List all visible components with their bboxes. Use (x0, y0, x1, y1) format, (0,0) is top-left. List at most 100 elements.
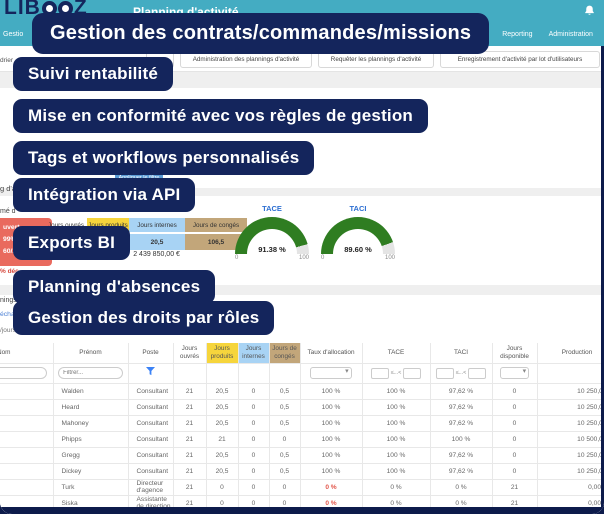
taci-max-input[interactable] (468, 367, 487, 379)
cell-produits: 20,5 (206, 399, 239, 416)
taci-range-filter[interactable]: ≤...< (432, 367, 491, 379)
col-header-jours-produits[interactable]: Jours produits (206, 343, 239, 364)
cell-tace: 100 % (362, 447, 431, 464)
poste-filter-funnel-icon[interactable] (146, 367, 155, 376)
tace-min-input[interactable] (370, 367, 389, 379)
cell-prenom: Mahoney (53, 415, 129, 432)
cell-ouvres: 21 (173, 447, 207, 464)
col-header-prenom[interactable]: Prénom (53, 343, 129, 364)
cell-taux: 100 % (300, 463, 363, 480)
taux-allocation-filter-select[interactable] (310, 367, 352, 379)
tab-calendrier-fragment[interactable]: drier (0, 57, 14, 64)
alert-line-1: uvert (3, 224, 20, 231)
overlay-badge-contrats: Gestion des contrats/commandes/missions (32, 13, 490, 54)
table-row[interactable]: VREZPhippsConsultant212100100 %100 %100 … (0, 431, 604, 448)
col-header-jours-disponible[interactable]: Jours disponible (492, 343, 538, 364)
cell-taux: 100 % (300, 415, 363, 432)
col-header-jours-ouvres[interactable]: Jours ouvrés (173, 343, 207, 364)
cell-produits: 20,5 (206, 383, 239, 400)
overlay-badge-exports-bi: Exports BI (13, 226, 131, 260)
col-header-jours-internes[interactable]: Jours internes (238, 343, 270, 364)
cell-ouvres: 21 (173, 479, 207, 496)
summary-value-conges: 106,5 (185, 234, 247, 250)
cell-taci: 97,62 % (430, 415, 493, 432)
cell-taux: 100 % (300, 447, 363, 464)
cell-poste: Consultant (128, 463, 174, 480)
cell-internes: 0 (238, 431, 270, 448)
cell-production: 10 250,00 (537, 415, 604, 432)
nav-item-reporting[interactable]: Reporting (502, 31, 533, 38)
overlay-badge-conformite: Mise en conformité avec vos règles de ge… (13, 99, 429, 133)
cell-conges: 0,5 (269, 463, 301, 480)
plannings-title-fragment: nings (0, 297, 17, 304)
cell-ouvres: 21 (173, 415, 207, 432)
cell-internes: 0 (238, 415, 270, 432)
cell-produits: 20,5 (206, 447, 239, 464)
cell-prenom: Gregg (53, 447, 129, 464)
cell-conges: 0,5 (269, 383, 301, 400)
cell-prenom: Walden (53, 383, 129, 400)
gauge-taci-title: TACI (349, 204, 367, 213)
download-link-fragment[interactable]: échan (0, 311, 19, 318)
cell-ouvres: 21 (173, 431, 207, 448)
cell-nom: AMS (0, 383, 54, 400)
cell-poste: Consultant (128, 399, 174, 416)
window-frame-right (601, 46, 604, 514)
cell-taci: 97,62 % (430, 463, 493, 480)
notification-bell-icon[interactable] (583, 4, 596, 18)
col-header-tace[interactable]: TACE (362, 343, 431, 364)
col-header-poste[interactable]: Poste (128, 343, 174, 364)
cell-production: 0,00 € (537, 479, 604, 496)
cell-nom: DREWS (0, 463, 54, 480)
alert-line-3: 60/2 (3, 248, 17, 255)
cell-ouvres: 21 (173, 463, 207, 480)
cell-taci: 100 % (430, 431, 493, 448)
col-header-nom[interactable]: Nom (0, 343, 54, 364)
cell-internes: 0 (238, 383, 270, 400)
gauge-tace-max: 100 (298, 255, 309, 261)
cell-conges: 0 (269, 431, 301, 448)
cell-nom: SHIRE (0, 479, 54, 496)
col-header-taux-allocation[interactable]: Taux d'allocation (300, 343, 363, 364)
summary-header-ouvres: Jours ouvrés (47, 221, 85, 229)
gauge-taci: TACI 89.60 % 0 100 (316, 204, 400, 261)
overlay-badge-rentabilite: Suivi rentabilité (13, 57, 173, 91)
nom-filter-input[interactable] (0, 367, 47, 379)
col-header-jours-conges[interactable]: Jours de congés (269, 343, 301, 364)
cell-prenom: Turk (53, 479, 129, 496)
prenom-filter-input[interactable] (58, 367, 123, 379)
cell-prenom: Heard (53, 399, 129, 416)
alert-line-2: 99% (3, 236, 17, 243)
tab-enregistrement-lot[interactable]: Enregistrement d'activité par lot d'util… (440, 51, 600, 68)
summary-title-fragment: mé d (0, 208, 16, 215)
col-header-taci[interactable]: TACI (430, 343, 493, 364)
table-filter-row: ≤...< ≤...< (0, 363, 604, 384)
cell-nom: DERSON (0, 447, 54, 464)
cell-taci: 97,62 % (430, 447, 493, 464)
cell-conges: 0,5 (269, 447, 301, 464)
logo-text-prefix: LIB (4, 0, 41, 19)
tace-range-filter[interactable]: ≤...< (364, 367, 429, 379)
jours-disponible-filter-select[interactable] (499, 367, 530, 379)
cell-ouvres: 21 (173, 399, 207, 416)
cell-internes: 0 (238, 463, 270, 480)
col-header-production[interactable]: Production (537, 343, 604, 364)
cell-poste: Consultant (128, 383, 174, 400)
taci-min-input[interactable] (435, 367, 454, 379)
cell-poste: Consultant (128, 447, 174, 464)
nav-item-gestion-fragment[interactable]: Gestio (3, 31, 24, 38)
cell-taci: 0 % (430, 479, 493, 496)
nav-item-administration[interactable]: Administration (548, 31, 593, 38)
cell-produits: 20,5 (206, 463, 239, 480)
gauge-tace: TACE 91.38 % 0 100 (230, 204, 314, 261)
cell-internes: 0 (238, 399, 270, 416)
tace-max-input[interactable] (403, 367, 422, 379)
cell-disponible: 0 (492, 415, 538, 432)
gauge-taci-max: 100 (384, 255, 395, 261)
